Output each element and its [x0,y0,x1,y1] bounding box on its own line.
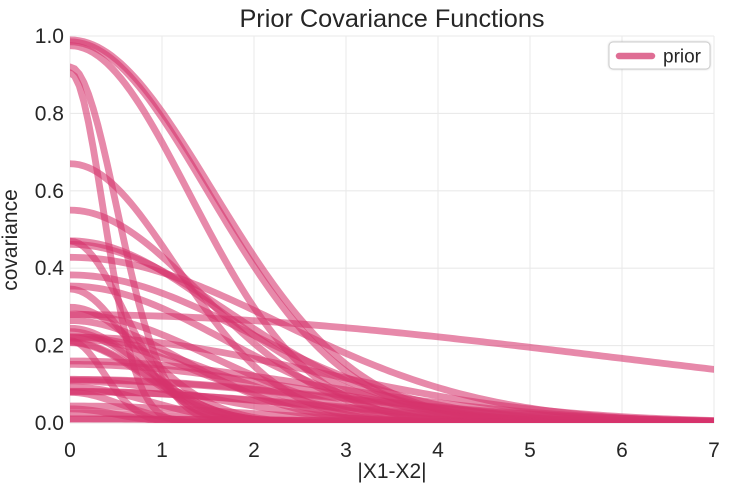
svg-text:0.2: 0.2 [35,335,64,358]
svg-text:4: 4 [432,439,444,462]
svg-text:7: 7 [708,439,720,462]
svg-text:0: 0 [64,439,76,462]
svg-text:|X1-X2|: |X1-X2| [357,460,426,483]
svg-text:0.4: 0.4 [35,257,65,280]
svg-text:Prior Covariance Functions: Prior Covariance Functions [239,5,544,33]
svg-text:1.0: 1.0 [35,25,64,48]
svg-text:prior: prior [663,47,702,68]
svg-text:0.6: 0.6 [35,180,64,203]
svg-text:6: 6 [616,439,628,462]
svg-text:1: 1 [156,439,168,462]
svg-text:0.8: 0.8 [35,102,64,125]
svg-text:covariance: covariance [0,189,22,291]
svg-text:3: 3 [340,439,352,462]
svg-text:0.0: 0.0 [35,412,64,435]
svg-text:5: 5 [524,439,536,462]
svg-text:2: 2 [248,439,260,462]
